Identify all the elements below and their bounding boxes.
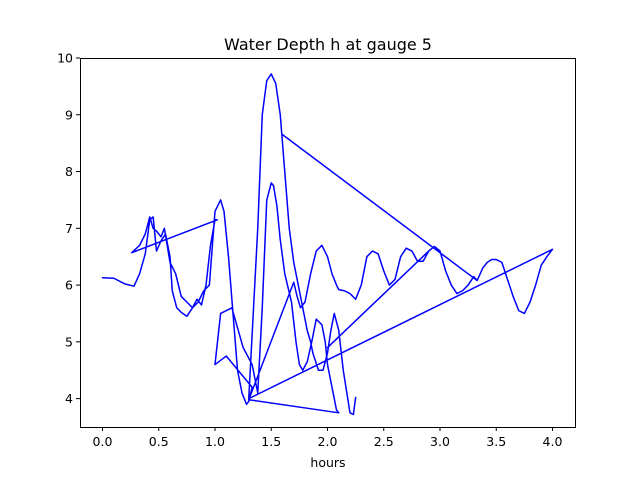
x-tick-label: 2.0 <box>318 434 338 449</box>
plot-frame <box>80 58 576 428</box>
x-tick-label: 3.5 <box>486 434 506 449</box>
x-tick-label: 0.5 <box>149 434 169 449</box>
y-axis: 4 5 6 7 8 9 10 <box>57 51 80 406</box>
water-depth-line <box>101 73 554 416</box>
series-layer <box>101 73 554 416</box>
y-tick-label: 10 <box>57 51 73 66</box>
y-tick-label: 8 <box>65 164 73 179</box>
y-tick-label: 4 <box>65 391 73 406</box>
x-tick-label: 1.5 <box>261 434 281 449</box>
x-tick-label: 0.0 <box>93 434 113 449</box>
x-axis-label: hours <box>310 455 345 470</box>
y-tick-label: 9 <box>65 107 73 122</box>
y-tick-label: 6 <box>65 278 73 293</box>
x-axis: 0.0 0.5 1.0 1.5 2.0 2.5 3.0 3.5 4.0 <box>93 427 563 449</box>
x-tick-label: 2.5 <box>374 434 394 449</box>
chart-title: Water Depth h at gauge 5 <box>224 35 432 54</box>
y-tick-label: 5 <box>65 334 73 349</box>
x-tick-label: 3.0 <box>430 434 450 449</box>
x-tick-label: 4.0 <box>543 434 563 449</box>
y-tick-label: 7 <box>65 221 73 236</box>
x-tick-label: 1.0 <box>205 434 225 449</box>
